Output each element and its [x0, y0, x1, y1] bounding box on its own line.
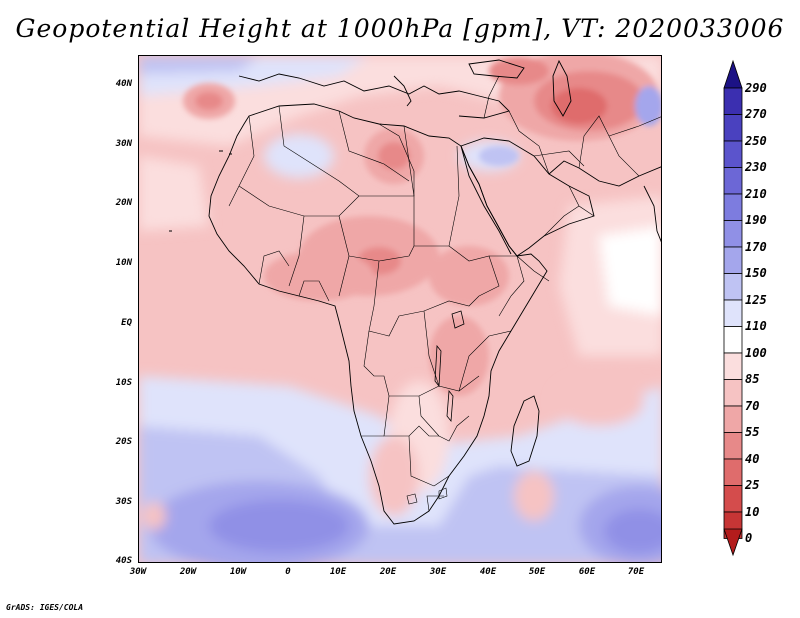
colorbar-band-70: [723, 405, 743, 433]
colorbar-label-250: 250: [745, 134, 767, 148]
lon-label-30e: 30E: [429, 567, 447, 577]
lat-label-eq: EQ: [121, 318, 132, 328]
colorbar-band-125: [723, 299, 743, 327]
colorbar-band-25: [723, 485, 743, 513]
lon-label-20e: 20E: [379, 567, 397, 577]
colorbar-band-55: [723, 432, 743, 460]
colorbar-label-150: 150: [745, 266, 767, 280]
colorbar-label-125: 125: [745, 293, 767, 307]
chart-title: Geopotential Height at 1000hPa [gpm], VT…: [15, 14, 785, 43]
lat-label-10s: 10S: [115, 378, 132, 388]
lat-label-30n: 30N: [115, 139, 132, 149]
lat-label-30s: 30S: [115, 497, 132, 507]
colorbar-label-210: 210: [745, 187, 767, 201]
lon-label-30w: 30W: [129, 567, 147, 577]
colorbar-bottom-arrow: [723, 528, 743, 557]
colorbar-label-40: 40: [745, 452, 760, 466]
colorbar-label-270: 270: [745, 107, 767, 121]
lon-label-50e: 50E: [528, 567, 546, 577]
lat-label-10n: 10N: [115, 258, 132, 268]
colorbar-label-110: 110: [745, 319, 767, 333]
colorbar-label-290: 290: [745, 81, 767, 95]
colorbar-band-230: [723, 167, 743, 195]
lon-label-20w: 20W: [179, 567, 197, 577]
lat-label-20s: 20S: [115, 437, 132, 447]
footer-credit: GrADS: IGES/COLA: [6, 603, 84, 612]
colorbar-band-190: [723, 220, 743, 248]
lon-label-40e: 40E: [479, 567, 497, 577]
lon-label-10e: 10E: [329, 567, 347, 577]
lon-label-10w: 10W: [229, 567, 247, 577]
colorbar-band-150: [723, 273, 743, 301]
lat-label-40n: 40N: [115, 79, 132, 89]
lakes: [434, 310, 465, 423]
lon-label-0: 0: [285, 567, 291, 577]
colorbar-label-25: 25: [745, 478, 760, 492]
colorbar-label-100: 100: [745, 346, 767, 360]
colorbar-band-85: [723, 379, 743, 407]
colorbar-band-170: [723, 246, 743, 274]
lon-label-60e: 60E: [578, 567, 596, 577]
colorbar-label-230: 230: [745, 160, 767, 174]
country-borders: [228, 75, 661, 512]
colorbar-label-55: 55: [745, 425, 760, 439]
colorbar-band-40: [723, 458, 743, 486]
colorbar-label-85: 85: [745, 372, 760, 386]
colorbar-band-210: [723, 193, 743, 221]
lat-label-40s: 40S: [115, 556, 132, 566]
colorbar-band-270: [723, 114, 743, 142]
colorbar-label-190: 190: [745, 213, 767, 227]
colorbar: [723, 59, 743, 557]
colorbar-band-110: [723, 326, 743, 354]
colorbar-top-arrow: [723, 59, 743, 89]
colorbar-label-10: 10: [745, 505, 760, 519]
colorbar-band-290: [723, 87, 743, 115]
geopotential-map: [139, 56, 661, 562]
colorbar-band-250: [723, 140, 743, 168]
colorbar-band-100: [723, 352, 743, 380]
map-panel: [138, 55, 662, 563]
colorbar-label-170: 170: [745, 240, 767, 254]
colorbar-label-0: 0: [745, 531, 753, 545]
lat-label-20n: 20N: [115, 198, 132, 208]
colorbar-label-70: 70: [745, 399, 760, 413]
lon-label-70e: 70E: [627, 567, 645, 577]
